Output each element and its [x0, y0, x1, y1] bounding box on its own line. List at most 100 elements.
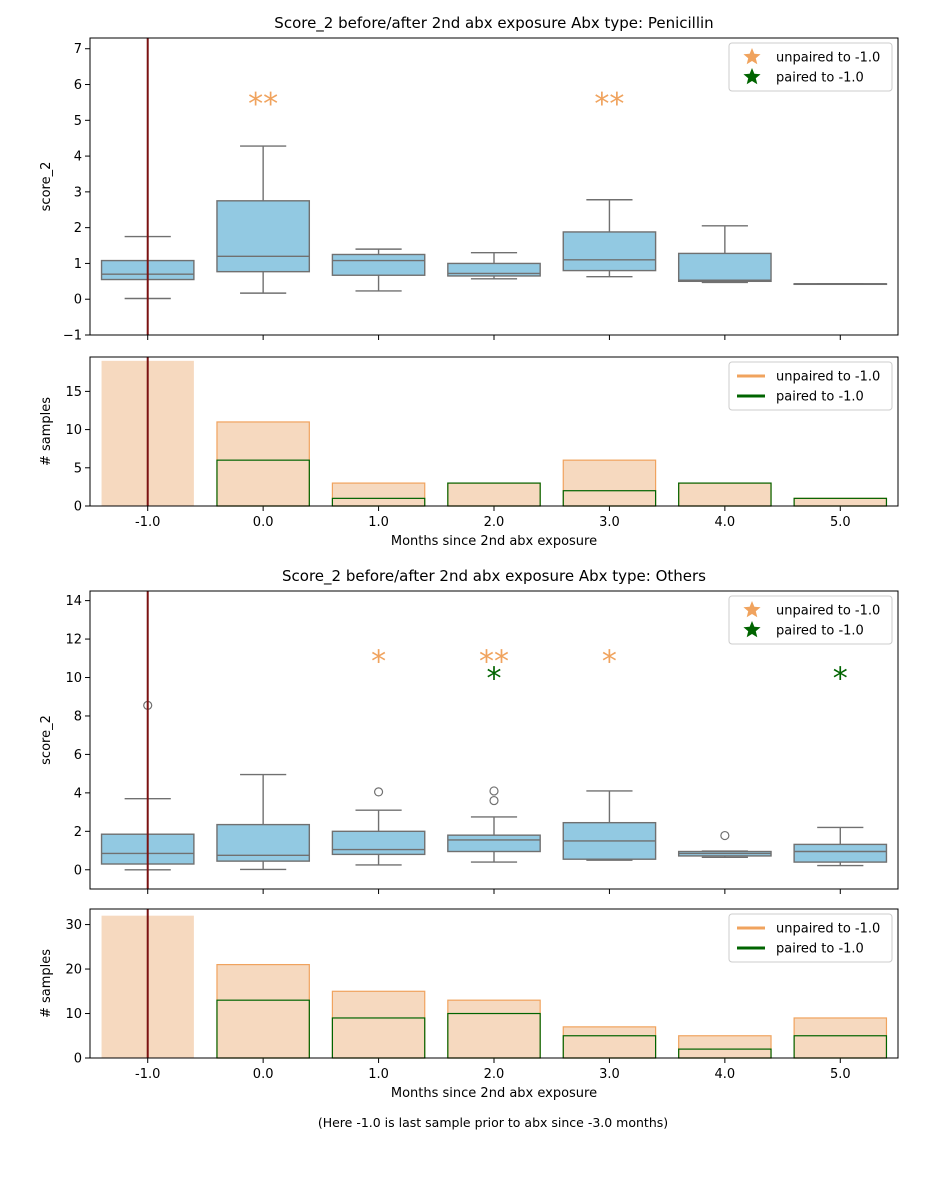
chart-title: Score_2 before/after 2nd abx exposure Ab… — [282, 567, 706, 586]
x-tick-label: 0.0 — [253, 515, 274, 530]
x-tick-label: 3.0 — [599, 1067, 620, 1082]
y-tick-label: 4 — [74, 786, 82, 801]
box-3.0 — [562, 790, 657, 861]
x-tick-label: 0.0 — [253, 1067, 274, 1082]
iqr-box — [793, 843, 888, 863]
y-tick-label: 0 — [74, 500, 82, 515]
axes-frame — [89, 356, 899, 507]
y-axis-label: # samples — [39, 397, 54, 466]
box-1.0 — [331, 248, 426, 292]
iqr-box — [447, 834, 541, 853]
bar-unpaired-2.0 — [447, 482, 541, 507]
bar-unpaired-3.0 — [562, 1026, 657, 1059]
y-tick-label: −1 — [63, 329, 82, 344]
footnote: (Here -1.0 is last sample prior to abx s… — [318, 1115, 668, 1130]
y-tick-label: 6 — [74, 748, 82, 763]
legend-star-icon — [743, 601, 761, 618]
legend-label: unpaired to -1.0 — [776, 604, 880, 619]
y-tick-label: 8 — [74, 709, 82, 724]
legend-frame — [728, 361, 893, 411]
bar-unpaired-4.0 — [678, 482, 772, 507]
x-tick-label: 5.0 — [830, 515, 851, 530]
chart-title: Score_2 before/after 2nd abx exposure Ab… — [274, 14, 713, 33]
legend-label: paired to -1.0 — [776, 71, 864, 86]
y-axis-label: # samples — [39, 949, 54, 1018]
y-tick-label: 0 — [74, 863, 82, 878]
y-tick-label: 10 — [65, 1007, 82, 1022]
y-tick-label: 4 — [74, 150, 82, 165]
y-axis-label: score_2 — [39, 715, 54, 765]
legend-star-icon — [743, 621, 761, 638]
bar-unpaired-5.0 — [793, 1017, 888, 1059]
y-tick-label: 10 — [65, 671, 82, 686]
significance-marker: * — [487, 662, 502, 697]
y-tick-label: 5 — [74, 114, 82, 129]
y-tick-label: 6 — [74, 78, 82, 93]
legend: unpaired to -1.0 paired to -1.0 — [728, 913, 893, 963]
bar-unpaired-0.0 — [216, 421, 310, 507]
x-tick-label: 4.0 — [715, 515, 736, 530]
x-axis-label: Months since 2nd abx exposure — [391, 534, 597, 549]
box-3.0 — [562, 199, 657, 278]
x-axis-label: Months since 2nd abx exposure — [391, 1086, 597, 1101]
bar-unpaired-3.0 — [562, 459, 657, 507]
bar-unpaired-1.0 — [331, 482, 426, 507]
y-tick-label: 10 — [65, 423, 82, 438]
x-tick-label: 1.0 — [368, 1067, 389, 1082]
box-1.0 — [331, 787, 426, 866]
x-tick-label: 2.0 — [484, 515, 505, 530]
legend-label: paired to -1.0 — [776, 624, 864, 639]
bar-unpaired-5.0 — [793, 497, 888, 507]
box-2.0 — [447, 251, 541, 280]
x-tick-label: 5.0 — [830, 1067, 851, 1082]
legend-star-icon — [743, 48, 761, 65]
iqr-box — [562, 231, 657, 272]
penicillin-sample-count-bars: 0 5 10 15 # samples -1.0 0.0 1.0 2.0 3.0 4.0 5.0 Mon… — [39, 356, 899, 549]
box-2.0 — [447, 786, 541, 863]
bar-unpaired-0.0 — [216, 963, 310, 1059]
x-tick-label: 2.0 — [484, 1067, 505, 1082]
outlier-point — [720, 830, 730, 841]
box-5.0 — [793, 283, 888, 286]
axes-frame — [89, 37, 899, 336]
axes-frame — [89, 908, 899, 1059]
y-tick-label: 3 — [74, 185, 82, 200]
y-tick-label: 20 — [65, 963, 82, 978]
y-axis-label: score_2 — [39, 162, 54, 212]
legend: unpaired to -1.0 paired to -1.0 — [728, 595, 893, 645]
bar-unpaired-2.0 — [447, 999, 541, 1059]
y-tick-label: 30 — [65, 918, 82, 933]
y-tick-label: 14 — [65, 594, 82, 609]
box-4.0 — [677, 225, 772, 284]
x-tick-label: -1.0 — [135, 515, 160, 530]
others-score-boxplot: Score_2 before/after 2nd abx exposure Ab… — [39, 567, 899, 894]
legend: unpaired to -1.0 paired to -1.0 — [728, 361, 893, 411]
significance-marker: * — [602, 644, 617, 679]
y-tick-label: 0 — [74, 1052, 82, 1067]
legend: unpaired to -1.0 paired to -1.0 — [728, 42, 893, 92]
significance-marker: * — [833, 662, 848, 697]
significance-marker: ** — [248, 87, 278, 122]
penicillin-score-boxplot: Score_2 before/after 2nd abx exposure Ab… — [39, 14, 899, 344]
box-0.0 — [216, 145, 311, 294]
y-tick-label: 2 — [74, 221, 82, 236]
others-sample-count-bars: 0 10 20 30 # samples -1.0 0.0 1.0 2.0 3.0 4.0 5.0 Mo… — [39, 908, 899, 1101]
x-tick-label: -1.0 — [135, 1067, 160, 1082]
box-4.0 — [677, 830, 772, 858]
legend-label: unpaired to -1.0 — [776, 370, 880, 385]
y-tick-label: 0 — [74, 293, 82, 308]
box-5.0 — [793, 826, 888, 867]
iqr-box — [677, 252, 772, 283]
significance-marker: * — [371, 644, 386, 679]
outlier-point — [373, 787, 384, 797]
legend-frame — [728, 595, 893, 645]
legend-label: paired to -1.0 — [776, 390, 864, 405]
significance-marker: ** — [594, 87, 624, 122]
y-tick-label: 2 — [74, 825, 82, 840]
legend-label: unpaired to -1.0 — [776, 922, 880, 937]
y-tick-label: 15 — [65, 385, 82, 400]
legend-label: unpaired to -1.0 — [776, 51, 880, 66]
iqr-box — [331, 830, 426, 856]
y-tick-label: 5 — [74, 461, 82, 476]
